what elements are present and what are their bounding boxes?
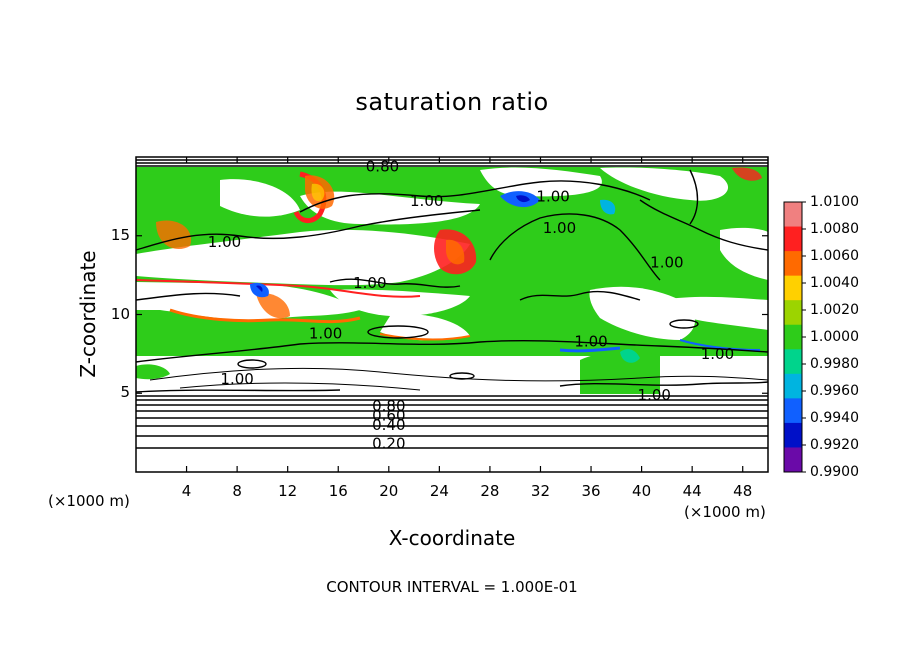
contour-labels: 0.200.400.600.800.801.00 1.001.001.001.00… bbox=[208, 157, 734, 452]
contour-label: 0.80 bbox=[366, 157, 399, 175]
colorbar-swatch bbox=[784, 398, 802, 424]
contour-label: 0.60 bbox=[372, 406, 405, 424]
contour-label: 1.00 bbox=[701, 345, 734, 363]
contour-label: 1.00 bbox=[309, 324, 342, 342]
colorbar-label: 1.0060 bbox=[810, 248, 859, 264]
colorbar-label: 1.0040 bbox=[810, 275, 859, 291]
x-tick-label: 4 bbox=[181, 482, 192, 500]
x-tick-marks bbox=[185, 157, 744, 472]
colorbar-swatch bbox=[784, 349, 802, 375]
colorbar-swatch bbox=[784, 300, 802, 326]
contour-label: 1.00 bbox=[208, 233, 241, 251]
contour-lines bbox=[135, 159, 769, 449]
y-tick-label: 5 bbox=[120, 383, 130, 402]
x-tick-label: 20 bbox=[379, 482, 399, 500]
x-axis-label: X-coordinate bbox=[388, 526, 516, 550]
contour-label: 1.00 bbox=[353, 274, 386, 292]
contour-label: 1.00 bbox=[650, 254, 683, 272]
y-tick-marks bbox=[136, 235, 768, 394]
x-tick-label: 24 bbox=[429, 482, 449, 500]
y-tick-label: 15 bbox=[110, 225, 130, 244]
x-tick-label: 44 bbox=[682, 482, 702, 500]
contour-label: 0.20 bbox=[372, 435, 405, 453]
y-tick-label: 10 bbox=[110, 304, 130, 323]
saturation-field bbox=[136, 157, 768, 472]
x-tick-label: 16 bbox=[328, 482, 348, 500]
colorbar bbox=[783, 201, 806, 473]
colorbar-label: 0.9960 bbox=[810, 383, 859, 399]
y-axis-label: Z-coordinate bbox=[76, 250, 100, 378]
contour-label: 0.40 bbox=[372, 416, 405, 434]
colorbar-label: 0.9940 bbox=[810, 410, 859, 426]
x-tick-label: 28 bbox=[480, 482, 500, 500]
x-tick-label: 48 bbox=[733, 482, 753, 500]
colorbar-label: 0.9920 bbox=[810, 437, 859, 453]
colorbar-swatch bbox=[784, 275, 802, 301]
x-tick-label: 40 bbox=[632, 482, 652, 500]
x-tick-label: 32 bbox=[530, 482, 551, 500]
colorbar-label: 1.0080 bbox=[810, 221, 859, 237]
contour-label: 1.00 bbox=[574, 332, 607, 350]
colorbar-label: 1.0020 bbox=[810, 302, 859, 318]
colorbar-swatch bbox=[784, 373, 802, 399]
colorbar-swatch bbox=[784, 324, 802, 350]
colorbar-swatch bbox=[784, 422, 802, 448]
colorbar-label: 0.9900 bbox=[810, 464, 859, 480]
contour-label: 1.00 bbox=[220, 370, 253, 388]
contour-interval-note: CONTOUR INTERVAL = 1.000E-01 bbox=[326, 578, 578, 596]
colorbar-label: 1.0100 bbox=[810, 194, 859, 210]
x-tick-label: 8 bbox=[232, 482, 242, 500]
chart-title: saturation ratio bbox=[355, 88, 549, 116]
x-tick-label: 12 bbox=[278, 482, 298, 500]
contour-label: 0.80 bbox=[372, 397, 405, 415]
contour-label: 1.00 bbox=[638, 386, 671, 404]
colorbar-swatch bbox=[784, 202, 802, 228]
colorbar-swatch bbox=[784, 226, 802, 252]
x-unit-label: (×1000 m) bbox=[684, 503, 766, 521]
colorbar-swatch bbox=[784, 447, 802, 473]
contour-label: 1.00 bbox=[410, 192, 443, 210]
contour-label: 1.00 bbox=[536, 187, 569, 205]
colorbar-label: 1.0000 bbox=[810, 329, 859, 345]
x-tick-label: 36 bbox=[581, 482, 601, 500]
y-unit-label: (×1000 m) bbox=[48, 492, 130, 510]
colorbar-swatch bbox=[784, 251, 802, 277]
contour-label: 1.00 bbox=[543, 219, 576, 237]
colorbar-label: 0.9980 bbox=[810, 356, 859, 372]
